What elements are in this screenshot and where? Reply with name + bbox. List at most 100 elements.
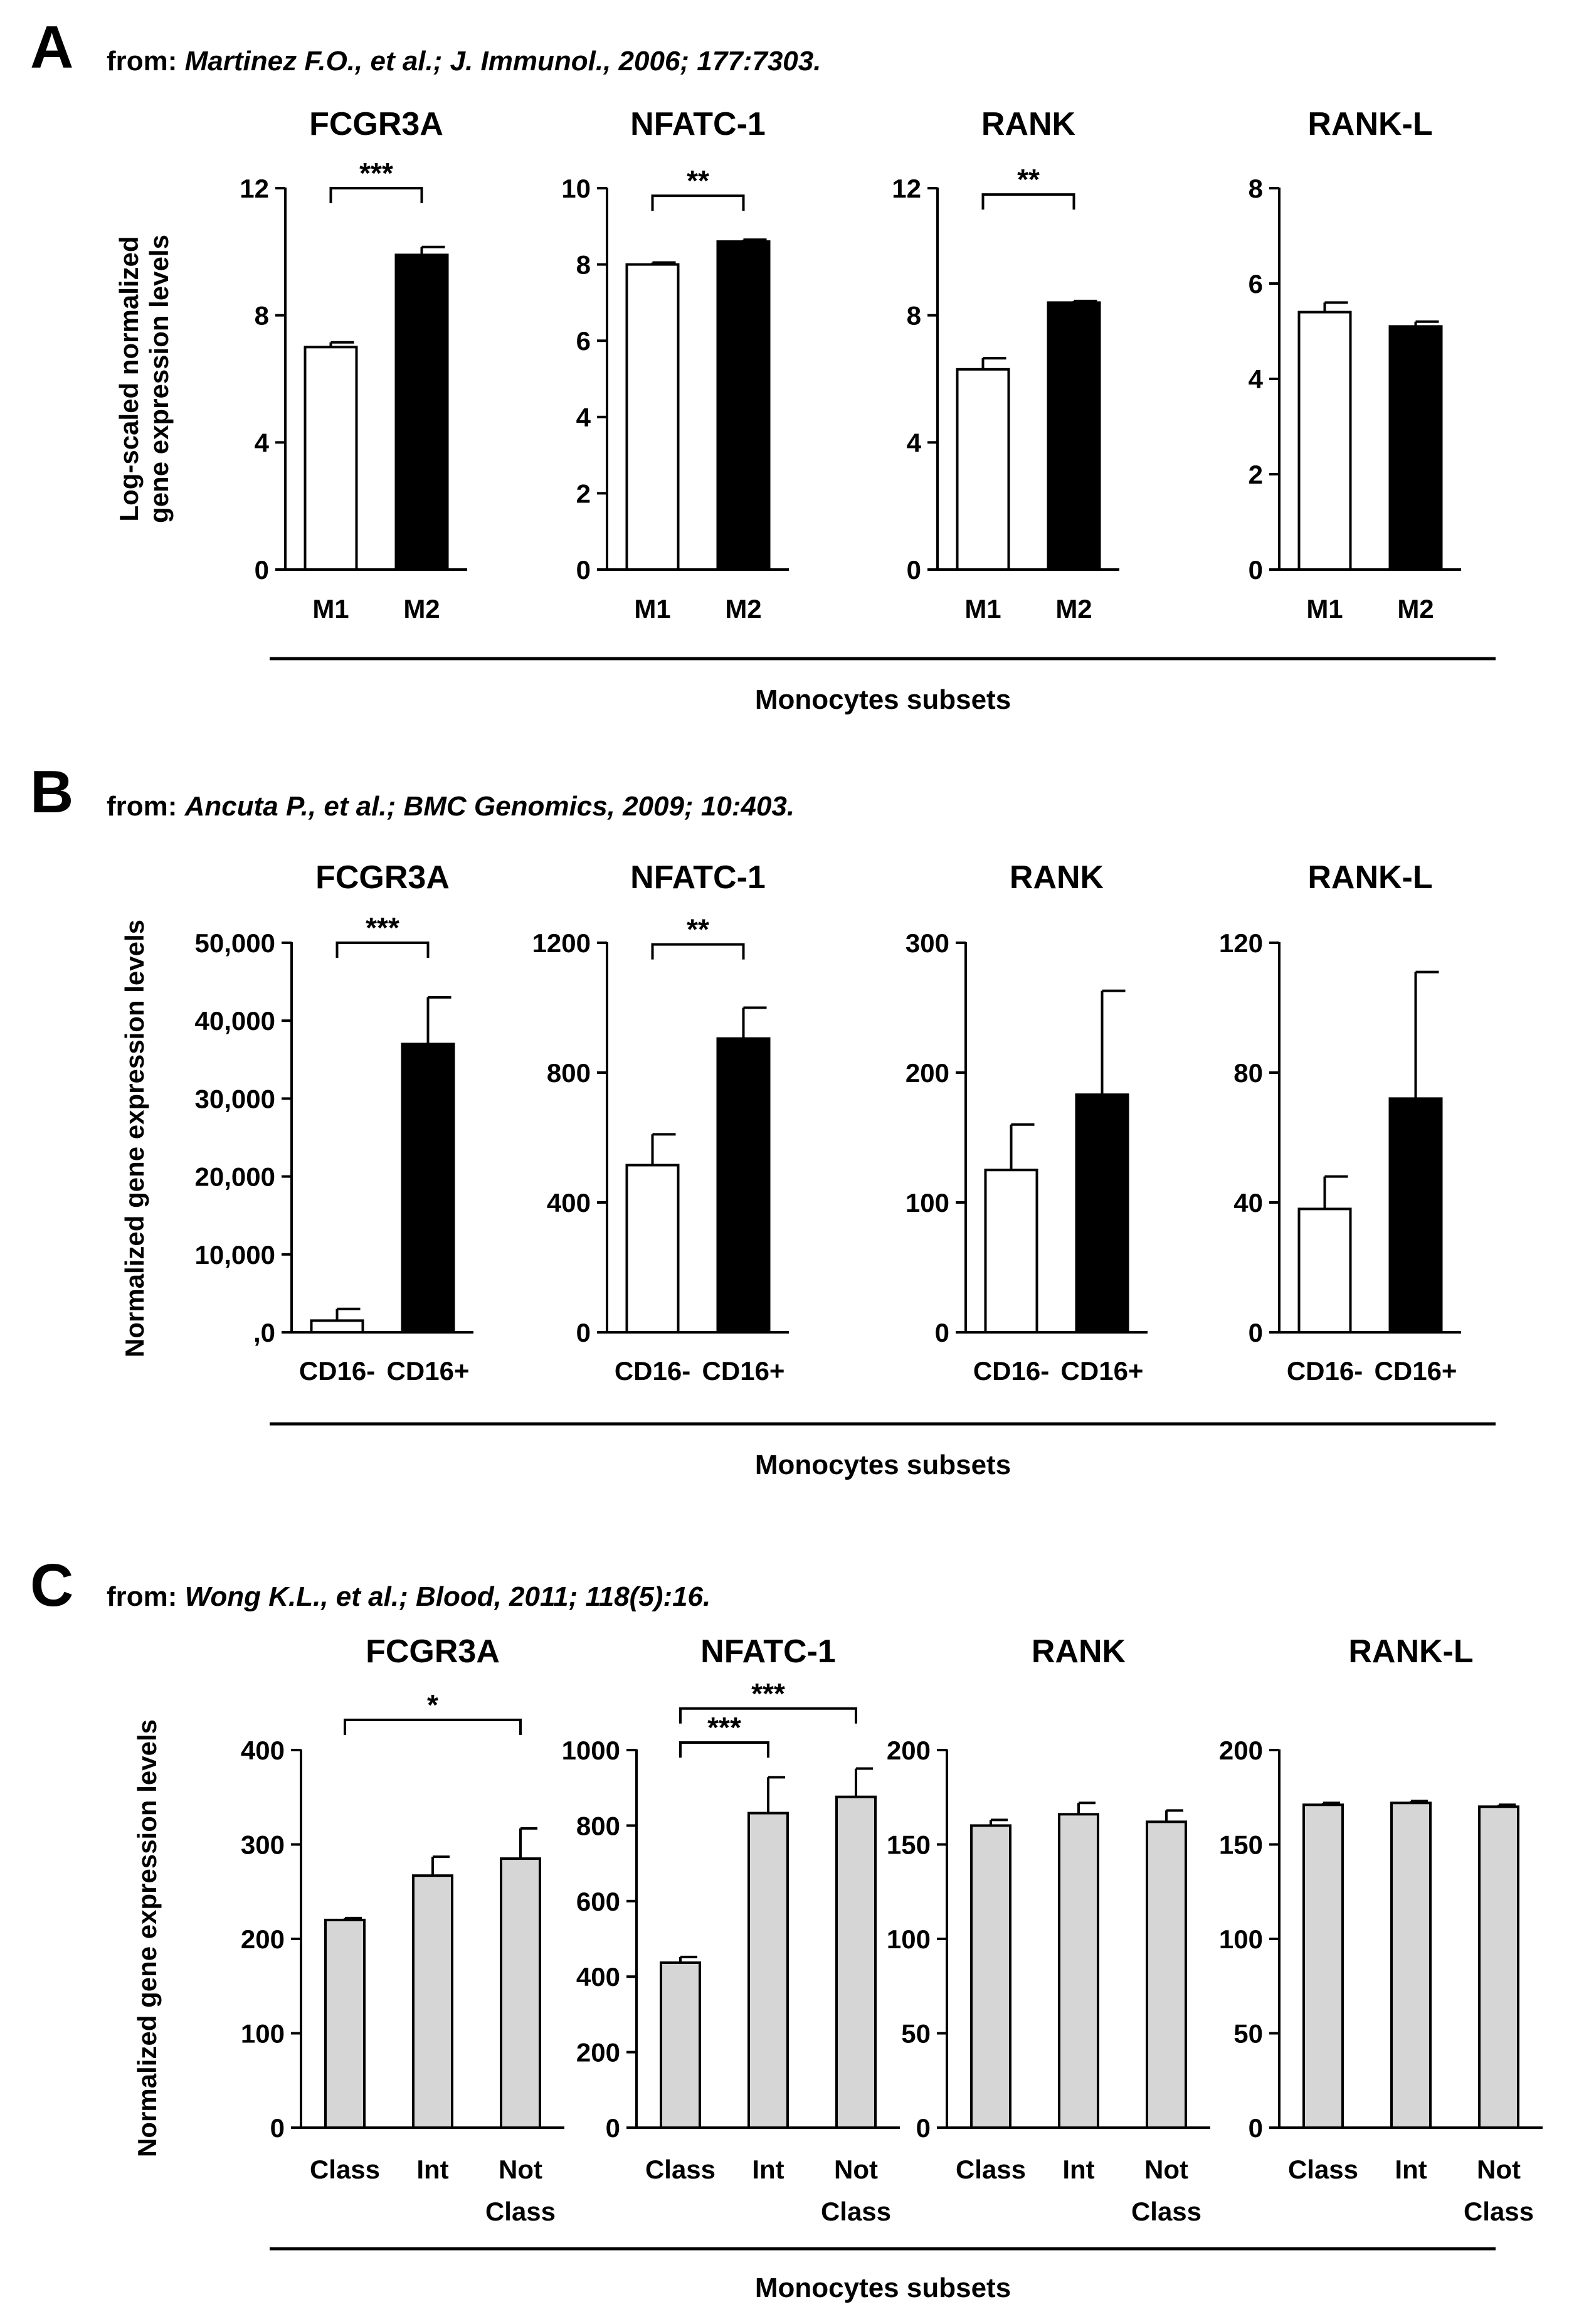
category-label: Class — [310, 2155, 380, 2184]
chart-title: RANK-L — [1307, 859, 1432, 896]
category-label: Class — [645, 2155, 716, 2184]
bar — [1388, 325, 1443, 571]
y-tick-label: 120 — [1219, 928, 1263, 958]
y-tick-label: 8 — [576, 250, 591, 280]
citation-prefix: from: — [107, 46, 185, 77]
y-tick-label: 0 — [255, 555, 269, 585]
category-label: M2 — [403, 594, 440, 623]
category-label: CD16+ — [387, 1356, 470, 1386]
y-tick-label: 0 — [576, 555, 591, 585]
bar — [1478, 1805, 1519, 2130]
y-tick-label: 40 — [1233, 1188, 1263, 1218]
bar — [324, 1918, 366, 2129]
significance-bracket — [981, 193, 1075, 210]
y-tick-label: 800 — [576, 1811, 620, 1840]
y-tick-label: 4 — [1249, 364, 1264, 394]
category-label: CD16- — [615, 1356, 690, 1386]
bar — [500, 1857, 541, 2129]
bar — [1146, 1820, 1187, 2129]
citation-reference: Wong K.L., et al.; Blood, 2011; 118(5):1… — [185, 1581, 711, 1612]
category-label: M1 — [634, 594, 670, 623]
bar — [310, 1319, 364, 1334]
chart-title: FCGR3A — [366, 1633, 500, 1670]
chart-title: NFATC-1 — [630, 859, 766, 896]
panel-a-ylabel: Log-scaled normalizedgene expression lev… — [114, 235, 174, 523]
panel-c-chart-fcgr3a: FCGR3A 0 100 200 300 400 Class Int Not Class * — [241, 1633, 564, 2226]
y-tick-label: 12 — [892, 174, 921, 203]
category-label: M1 — [312, 594, 349, 623]
panel-c-ylabel: Normalized gene expression levels — [132, 1719, 162, 2157]
y-tick-label: 80 — [1233, 1058, 1263, 1088]
chart-title: RANK — [1010, 859, 1104, 896]
category-label: Int — [1062, 2155, 1094, 2184]
y-tick-label: 0 — [1249, 555, 1263, 585]
bar — [835, 1795, 877, 2129]
y-tick-label: 200 — [241, 1924, 285, 1954]
category-label: CD16- — [1287, 1356, 1363, 1386]
panel-c-letter: C — [30, 1552, 73, 1619]
bar — [1047, 301, 1101, 571]
y-tick-label: 30,000 — [195, 1084, 275, 1113]
y-tick-label: 4 — [576, 403, 591, 432]
y-tick-label: 2 — [576, 479, 591, 508]
y-tick-label: 0 — [606, 2113, 620, 2143]
y-tick-label: 50,000 — [195, 928, 275, 958]
panel-c-citation: from: Wong K.L., et al.; Blood, 2011; 11… — [107, 1581, 710, 1612]
chart-title: RANK-L — [1348, 1633, 1473, 1670]
y-tick-label: 200 — [1219, 1736, 1263, 1765]
category-label: Not — [1144, 2155, 1188, 2184]
category-label: Not — [834, 2155, 878, 2184]
y-tick-label: 300 — [241, 1830, 285, 1860]
bar — [1058, 1813, 1099, 2130]
significance-bracket — [329, 187, 423, 203]
y-tick-label: 0 — [1249, 2113, 1263, 2143]
bar — [1388, 1097, 1443, 1334]
category-label: Class — [1131, 2197, 1201, 2226]
chart-title: FCGR3A — [309, 106, 443, 142]
y-tick-label: 50 — [1233, 2019, 1263, 2049]
y-tick-label: 0 — [935, 1318, 949, 1347]
significance-bracket — [344, 1718, 522, 1735]
y-tick-label: 4 — [907, 428, 922, 457]
y-tick-label: 12 — [240, 174, 269, 203]
y-tick-label: 0 — [916, 2113, 931, 2143]
y-tick-label: 400 — [241, 1736, 285, 1765]
panel-c-chart-rank-l: RANK-L 0 50 100 150 200 Class Int Not Class — [1219, 1633, 1543, 2226]
y-tick-label: 300 — [906, 928, 949, 958]
y-tick-label: 4 — [255, 428, 270, 457]
panel-c-chart-nfatc-1: NFATC-1 0 200 400 600 800 1000 Class Int Not Class… — [562, 1633, 900, 2226]
significance-label: ** — [687, 164, 709, 197]
panel-b-chart-rank-l: RANK-L 0 40 80 120 CD16- CD16+ — [1219, 859, 1461, 1386]
y-tick-label: 400 — [547, 1188, 591, 1218]
category-label: Class — [821, 2197, 891, 2226]
category-label: Int — [416, 2155, 448, 2184]
y-tick-label: 8 — [1249, 174, 1263, 203]
significance-label: *** — [366, 911, 399, 944]
y-tick-label: 150 — [887, 1830, 931, 1860]
significance-label: *** — [359, 157, 393, 189]
bar — [970, 1824, 1011, 2129]
significance-label: ** — [687, 913, 709, 946]
y-tick-label: 6 — [1249, 269, 1263, 299]
chart-title: RANK-L — [1307, 106, 1432, 142]
category-label: M2 — [725, 594, 761, 623]
citation-prefix: from: — [107, 791, 185, 822]
chart-title: NFATC-1 — [630, 106, 766, 142]
category-label: CD16+ — [1061, 1356, 1144, 1386]
citation-reference: Ancuta P., et al.; BMC Genomics, 2009; 1… — [184, 791, 795, 822]
bar — [1297, 1207, 1352, 1334]
panel-b-citation: from: Ancuta P., et al.; BMC Genomics, 2… — [107, 791, 795, 822]
panel-b-chart-nfatc-1: NFATC-1 0 400 800 1200 CD16- CD16+ ** — [532, 859, 789, 1386]
panel-b-chart-fcgr3a: FCGR3A ,0 10,000 20,000 30,000 40,000 50,000 CD… — [195, 859, 473, 1386]
bar — [984, 1169, 1038, 1334]
panel-a-chart-rank: RANK 0 4 8 12 M1 M2 ** — [892, 106, 1119, 623]
y-tick-label: 8 — [907, 301, 921, 331]
panel-b-chart-rank: RANK 0 100 200 300 CD16- CD16+ — [906, 859, 1148, 1386]
bar — [660, 1961, 701, 2130]
y-tick-label: 600 — [576, 1887, 620, 1916]
chart-title: RANK — [1032, 1633, 1126, 1670]
significance-label: * — [427, 1689, 438, 1721]
y-tick-label: 200 — [887, 1736, 931, 1765]
significance-bracket — [679, 1707, 857, 1724]
